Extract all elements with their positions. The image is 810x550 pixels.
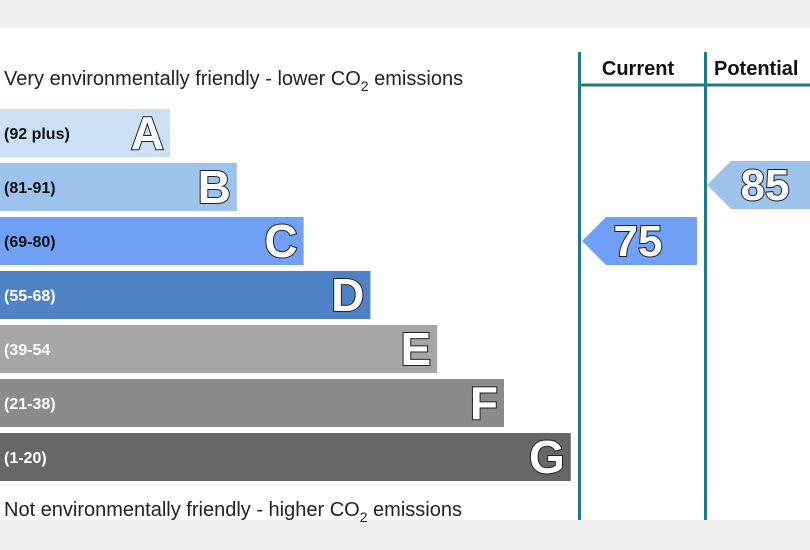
band-letter: A xyxy=(131,107,164,159)
band-range: (92 plus) xyxy=(4,126,70,143)
caption-subscript: 2 xyxy=(360,509,368,525)
band-letter: E xyxy=(401,323,432,375)
band-bar xyxy=(0,217,304,265)
rating-value: 85 xyxy=(741,161,790,210)
band-bar xyxy=(0,109,170,157)
rating-arrow xyxy=(707,161,810,209)
band-range: (81-91) xyxy=(4,180,56,197)
caption-text: Not environmentally friendly - higher CO xyxy=(4,499,360,521)
band-range: (39-54 xyxy=(4,342,50,359)
band-range: (55-68) xyxy=(4,288,56,305)
band-range: (21-38) xyxy=(4,396,56,413)
column-header: Potential xyxy=(714,58,798,80)
band-bar xyxy=(0,325,438,373)
caption: Not environmentally friendly - higher CO… xyxy=(4,499,462,525)
band-letter: D xyxy=(331,269,364,321)
band-letter: F xyxy=(470,377,498,429)
band-bar xyxy=(0,271,371,319)
band-bar xyxy=(0,433,571,481)
caption-subscript: 2 xyxy=(361,78,369,94)
band-bar xyxy=(0,379,504,427)
band-letter: G xyxy=(529,431,565,483)
caption-text: emissions xyxy=(369,68,463,90)
band-bar xyxy=(0,163,237,211)
band-range: (1-20) xyxy=(4,450,47,467)
rating-arrow xyxy=(582,217,697,265)
band-letter: B xyxy=(198,161,231,213)
band-range: (69-80) xyxy=(4,234,56,251)
column-header: Current xyxy=(602,58,675,80)
band-letter: C xyxy=(264,215,297,267)
rating-value: 75 xyxy=(614,217,663,266)
caption-text: Very environmentally friendly - lower CO xyxy=(4,68,361,90)
caption-text: emissions xyxy=(368,499,462,521)
caption: Very environmentally friendly - lower CO… xyxy=(4,68,463,94)
